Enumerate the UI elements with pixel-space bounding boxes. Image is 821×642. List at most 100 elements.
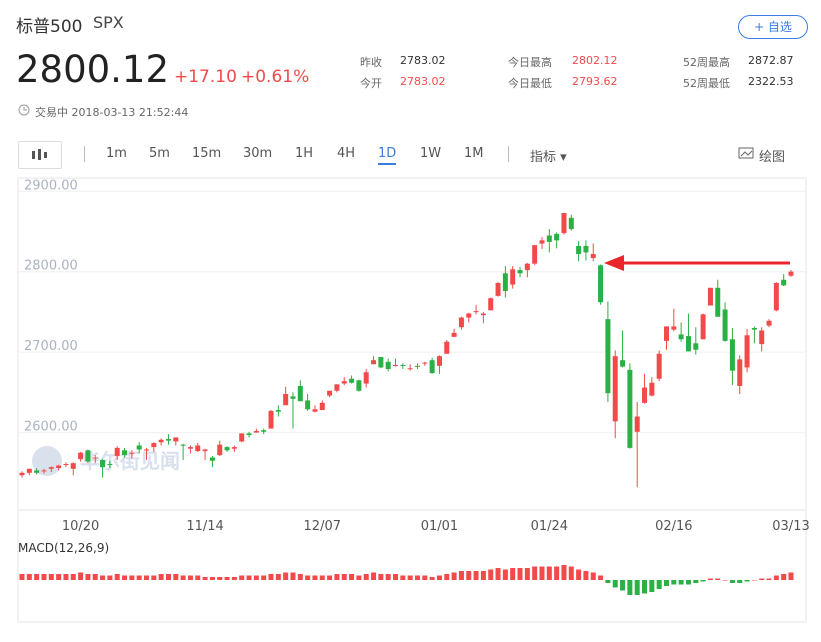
candle-body	[642, 387, 648, 403]
candle-body	[165, 439, 171, 441]
candle-body	[297, 385, 303, 402]
candle-body	[371, 360, 377, 365]
candle-body	[488, 298, 494, 311]
candle-body	[114, 447, 120, 456]
macd-bar	[685, 580, 691, 585]
macd-bar	[144, 575, 150, 580]
y-tick-label: 2700.00	[24, 339, 78, 354]
macd-bar	[202, 577, 208, 580]
candle-body	[480, 313, 486, 316]
candle-body	[327, 390, 333, 396]
macd-bar	[488, 569, 494, 580]
candle-body	[590, 254, 596, 259]
macd-bar	[583, 571, 589, 580]
timeframe-button[interactable]: 30m	[243, 146, 273, 161]
timeframe-button[interactable]: 15m	[192, 146, 222, 161]
timeframe-button[interactable]: 1M	[464, 146, 484, 161]
candle-body	[766, 320, 772, 326]
macd-bar	[715, 578, 721, 580]
instrument-code: SPX	[93, 13, 124, 32]
candle-body	[275, 410, 281, 412]
macd-bar	[63, 574, 69, 580]
macd-bar	[56, 574, 62, 580]
macd-bar	[341, 574, 347, 580]
arrow-head	[604, 255, 624, 271]
macd-bar	[363, 574, 369, 580]
stat-value: 2802.12	[572, 54, 618, 67]
macd-bar	[327, 575, 333, 580]
timeframe-button[interactable]: 1H	[295, 146, 314, 161]
macd-title: MACD(12,26,9)	[18, 541, 109, 555]
candle-body	[239, 433, 245, 442]
candle-body	[231, 447, 237, 449]
macd-bar	[495, 568, 501, 580]
macd-bar	[407, 575, 413, 580]
candle-body	[510, 269, 516, 285]
chart-type-button[interactable]	[18, 141, 62, 169]
macd-bar	[48, 574, 54, 580]
macd-bar	[451, 572, 457, 580]
candle-body	[356, 380, 362, 391]
macd-bar	[620, 580, 626, 591]
macd-bar	[312, 575, 318, 580]
candle-body	[334, 384, 340, 391]
instrument-name: 标普500	[16, 17, 83, 37]
macd-bar	[781, 574, 787, 580]
macd-bar	[422, 575, 428, 580]
candle-body	[444, 341, 450, 354]
timeframe-button[interactable]: 4H	[337, 146, 356, 161]
stat-value: 2783.02	[400, 54, 446, 67]
candle-body	[583, 245, 589, 253]
candle-body	[649, 382, 655, 396]
timeframe-button[interactable]: 1W	[420, 146, 442, 161]
stat-label: 52周最高	[683, 56, 730, 69]
macd-bar	[634, 580, 640, 595]
candle-body	[693, 343, 699, 350]
stat-label: 52周最低	[683, 77, 730, 90]
candle-body	[656, 353, 662, 379]
candle-body	[290, 396, 296, 399]
x-tick-label: 03/13	[772, 519, 809, 534]
macd-bar	[444, 574, 450, 580]
macd-bar	[502, 569, 508, 580]
candle-body	[400, 365, 406, 367]
draw-icon	[738, 147, 754, 159]
macd-bar	[605, 580, 611, 583]
macd-bar	[627, 580, 633, 595]
candle-body	[78, 452, 84, 460]
candle-body	[41, 470, 47, 472]
candle-body	[502, 273, 508, 292]
macd-bar	[224, 577, 230, 580]
candle-body	[378, 356, 384, 368]
macd-bar	[744, 580, 750, 582]
macd-bar	[737, 580, 743, 583]
candle-body	[195, 445, 201, 452]
macd-bar	[209, 577, 215, 580]
candle-body	[85, 450, 91, 462]
timeframe-button[interactable]: 1m	[106, 146, 127, 161]
candle-body	[685, 336, 691, 352]
macd-bar	[217, 577, 223, 580]
watchlist-button[interactable]: + 自选	[738, 15, 808, 39]
candle-body	[458, 317, 464, 328]
timeframe-button[interactable]: 5m	[149, 146, 170, 161]
timeframe-button[interactable]: 1D	[378, 146, 397, 165]
candle-body	[451, 332, 457, 337]
macd-bar	[656, 580, 662, 589]
candle-body	[319, 402, 325, 411]
candle-body	[246, 433, 252, 436]
macd-bar	[414, 575, 420, 580]
macd-bar	[649, 580, 655, 592]
x-tick-label: 11/14	[186, 519, 223, 534]
candle-body	[202, 449, 208, 452]
macd-bar	[100, 575, 106, 580]
candle-body	[598, 265, 604, 303]
macd-bar	[385, 574, 391, 580]
indicator-menu[interactable]: 指标 ▾	[530, 150, 567, 165]
candle-body	[759, 330, 765, 345]
macd-bar	[393, 574, 399, 580]
candle-body	[187, 447, 193, 449]
draw-button[interactable]: 绘图	[759, 150, 786, 165]
macd-bar	[253, 575, 259, 580]
